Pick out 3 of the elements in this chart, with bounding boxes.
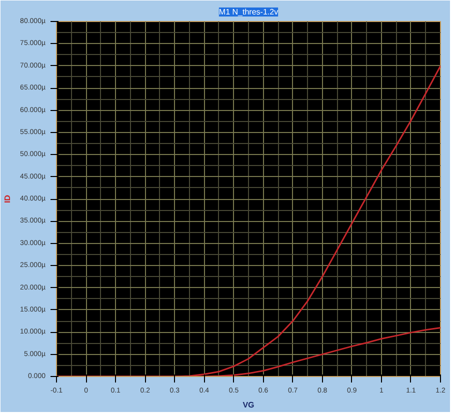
chart-title: M1 N_thres-1.2v xyxy=(218,8,278,16)
x-axis-title: VG xyxy=(242,400,254,410)
y-axis-title: ID xyxy=(3,194,12,203)
